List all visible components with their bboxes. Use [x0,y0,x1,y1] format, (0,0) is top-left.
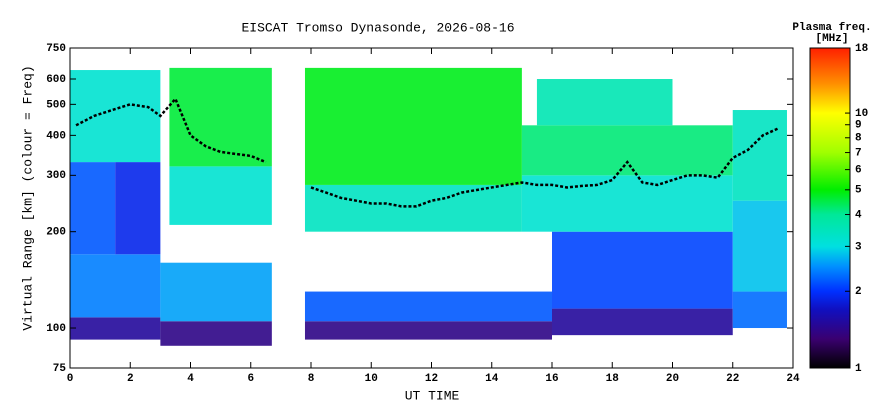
heat-cell [552,231,733,309]
heat-cell [521,175,733,232]
colorbar-tick-label: 7 [855,147,862,159]
heat-cell [552,308,733,336]
trace-line [310,127,779,208]
heat-cell [70,70,161,163]
plot-area [70,67,787,346]
y-tick-label: 750 [46,43,66,55]
x-tick-label: 10 [365,373,378,385]
colorbar-tick-label: 2 [855,286,862,298]
y-tick-label: 400 [46,130,66,142]
y-tick-label: 600 [46,74,66,86]
colorbar-tick-label: 18 [855,43,869,55]
x-axis-label: UT TIME [405,388,460,403]
heat-cell [732,110,787,201]
x-tick-label: 2 [127,373,134,385]
y-tick-label: 100 [46,323,66,335]
colorbar-tick-label: 9 [855,120,862,132]
y-axis-label: Virtual Range [km] (colour = Freq) [20,65,35,330]
x-tick-label: 8 [308,373,315,385]
colorbar-tick-label: 8 [855,133,862,145]
heat-cell [160,321,272,346]
x-tick-label: 4 [187,373,194,385]
heat-cell [160,262,272,322]
heat-cell [70,162,116,255]
colorbar-tick-label: 1 [855,363,862,375]
y-tick-label: 500 [46,99,66,111]
y-tick-label: 300 [46,170,66,182]
colorbar-title: [MHz] [815,33,848,45]
heat-cell [70,254,161,318]
heat-cell [521,125,733,176]
heat-cell [732,291,787,329]
heat-cell [304,184,522,232]
colorbar-tick-label: 10 [855,108,868,120]
x-tick-label: 14 [485,373,499,385]
colorbar-tick-label: 5 [855,185,862,197]
heat-cell [70,317,161,340]
heat-cell [304,291,552,322]
colorbar-tick-label: 3 [855,241,862,253]
y-tick-label: 200 [46,227,66,239]
colorbar-tick-label: 6 [855,165,862,177]
x-tick-label: 24 [786,373,800,385]
y-tick-label: 75 [53,363,67,375]
colorbar [809,47,851,369]
heat-cell [304,321,552,340]
heat-cell [732,200,787,292]
x-tick-label: 16 [545,373,558,385]
x-tick-label: 12 [425,373,438,385]
heat-cell [115,162,161,255]
x-tick-label: 22 [726,373,739,385]
colorbar-title: Plasma freq. [792,22,871,34]
chart-title: EISCAT Tromso Dynasonde, 2026-08-16 [241,20,514,35]
x-tick-label: 0 [67,373,74,385]
x-tick-label: 6 [247,373,254,385]
heat-cell [304,67,522,185]
heat-cell [169,166,272,225]
colorbar-tick-label: 4 [855,209,862,221]
x-tick-label: 18 [606,373,620,385]
heat-cell [536,79,673,126]
heat-cell [169,67,272,167]
x-tick-label: 20 [666,373,679,385]
